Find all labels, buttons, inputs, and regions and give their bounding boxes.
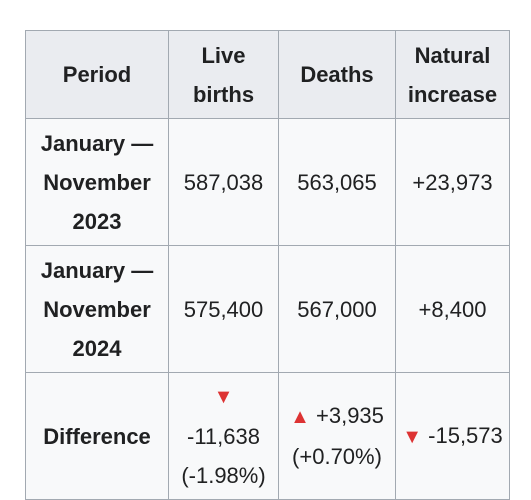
decrease-arrow-icon: ▼ <box>169 378 278 417</box>
period-line3: 2023 <box>26 202 168 241</box>
cell-births-2023: 587,038 <box>169 119 279 246</box>
increase-arrow-icon: ▲ <box>290 406 310 428</box>
births-diff-percent: (-1.98%) <box>169 456 278 495</box>
population-table: Period Live births Deaths Natural increa… <box>25 30 510 500</box>
period-line3: 2024 <box>26 329 168 368</box>
row-period-2023: January — November 2023 <box>26 119 169 246</box>
deaths-diff-percent: (+0.70%) <box>279 437 395 476</box>
cell-deaths-2023: 563,065 <box>279 119 396 246</box>
table-row-difference: Difference ▼ -11,638 (-1.98%) ▲ +3,935 (… <box>26 373 510 500</box>
period-line2: November <box>26 290 168 329</box>
header-natural-line2: increase <box>396 75 509 114</box>
natural-diff-value: -15,573 <box>428 423 503 448</box>
table-row-2023: January — November 2023 587,038 563,065 … <box>26 119 510 246</box>
decrease-arrow-icon: ▼ <box>402 426 422 448</box>
table-row-2024: January — November 2024 575,400 567,000 … <box>26 246 510 373</box>
header-deaths: Deaths <box>279 31 396 119</box>
row-period-2024: January — November 2024 <box>26 246 169 373</box>
deaths-diff-value: +3,935 <box>316 403 384 428</box>
header-natural-increase: Natural increase <box>396 31 510 119</box>
cell-births-difference: ▼ -11,638 (-1.98%) <box>169 373 279 500</box>
header-live-births-line2: births <box>169 75 278 114</box>
row-difference-label: Difference <box>26 373 169 500</box>
header-live-births-line1: Live <box>169 36 278 75</box>
header-live-births: Live births <box>169 31 279 119</box>
births-diff-value: -11,638 <box>169 417 278 456</box>
header-deaths-label: Deaths <box>279 55 395 94</box>
header-period-label: Period <box>26 55 168 94</box>
header-natural-line1: Natural <box>396 36 509 75</box>
period-line2: November <box>26 163 168 202</box>
cell-deaths-2024: 567,000 <box>279 246 396 373</box>
cell-natural-2023: +23,973 <box>396 119 510 246</box>
cell-deaths-difference: ▲ +3,935 (+0.70%) <box>279 373 396 500</box>
period-line1: January — <box>26 124 168 163</box>
cell-natural-2024: +8,400 <box>396 246 510 373</box>
cell-births-2024: 575,400 <box>169 246 279 373</box>
header-row: Period Live births Deaths Natural increa… <box>26 31 510 119</box>
header-period: Period <box>26 31 169 119</box>
period-line1: January — <box>26 251 168 290</box>
cell-natural-difference: ▼ -15,573 <box>396 373 510 500</box>
